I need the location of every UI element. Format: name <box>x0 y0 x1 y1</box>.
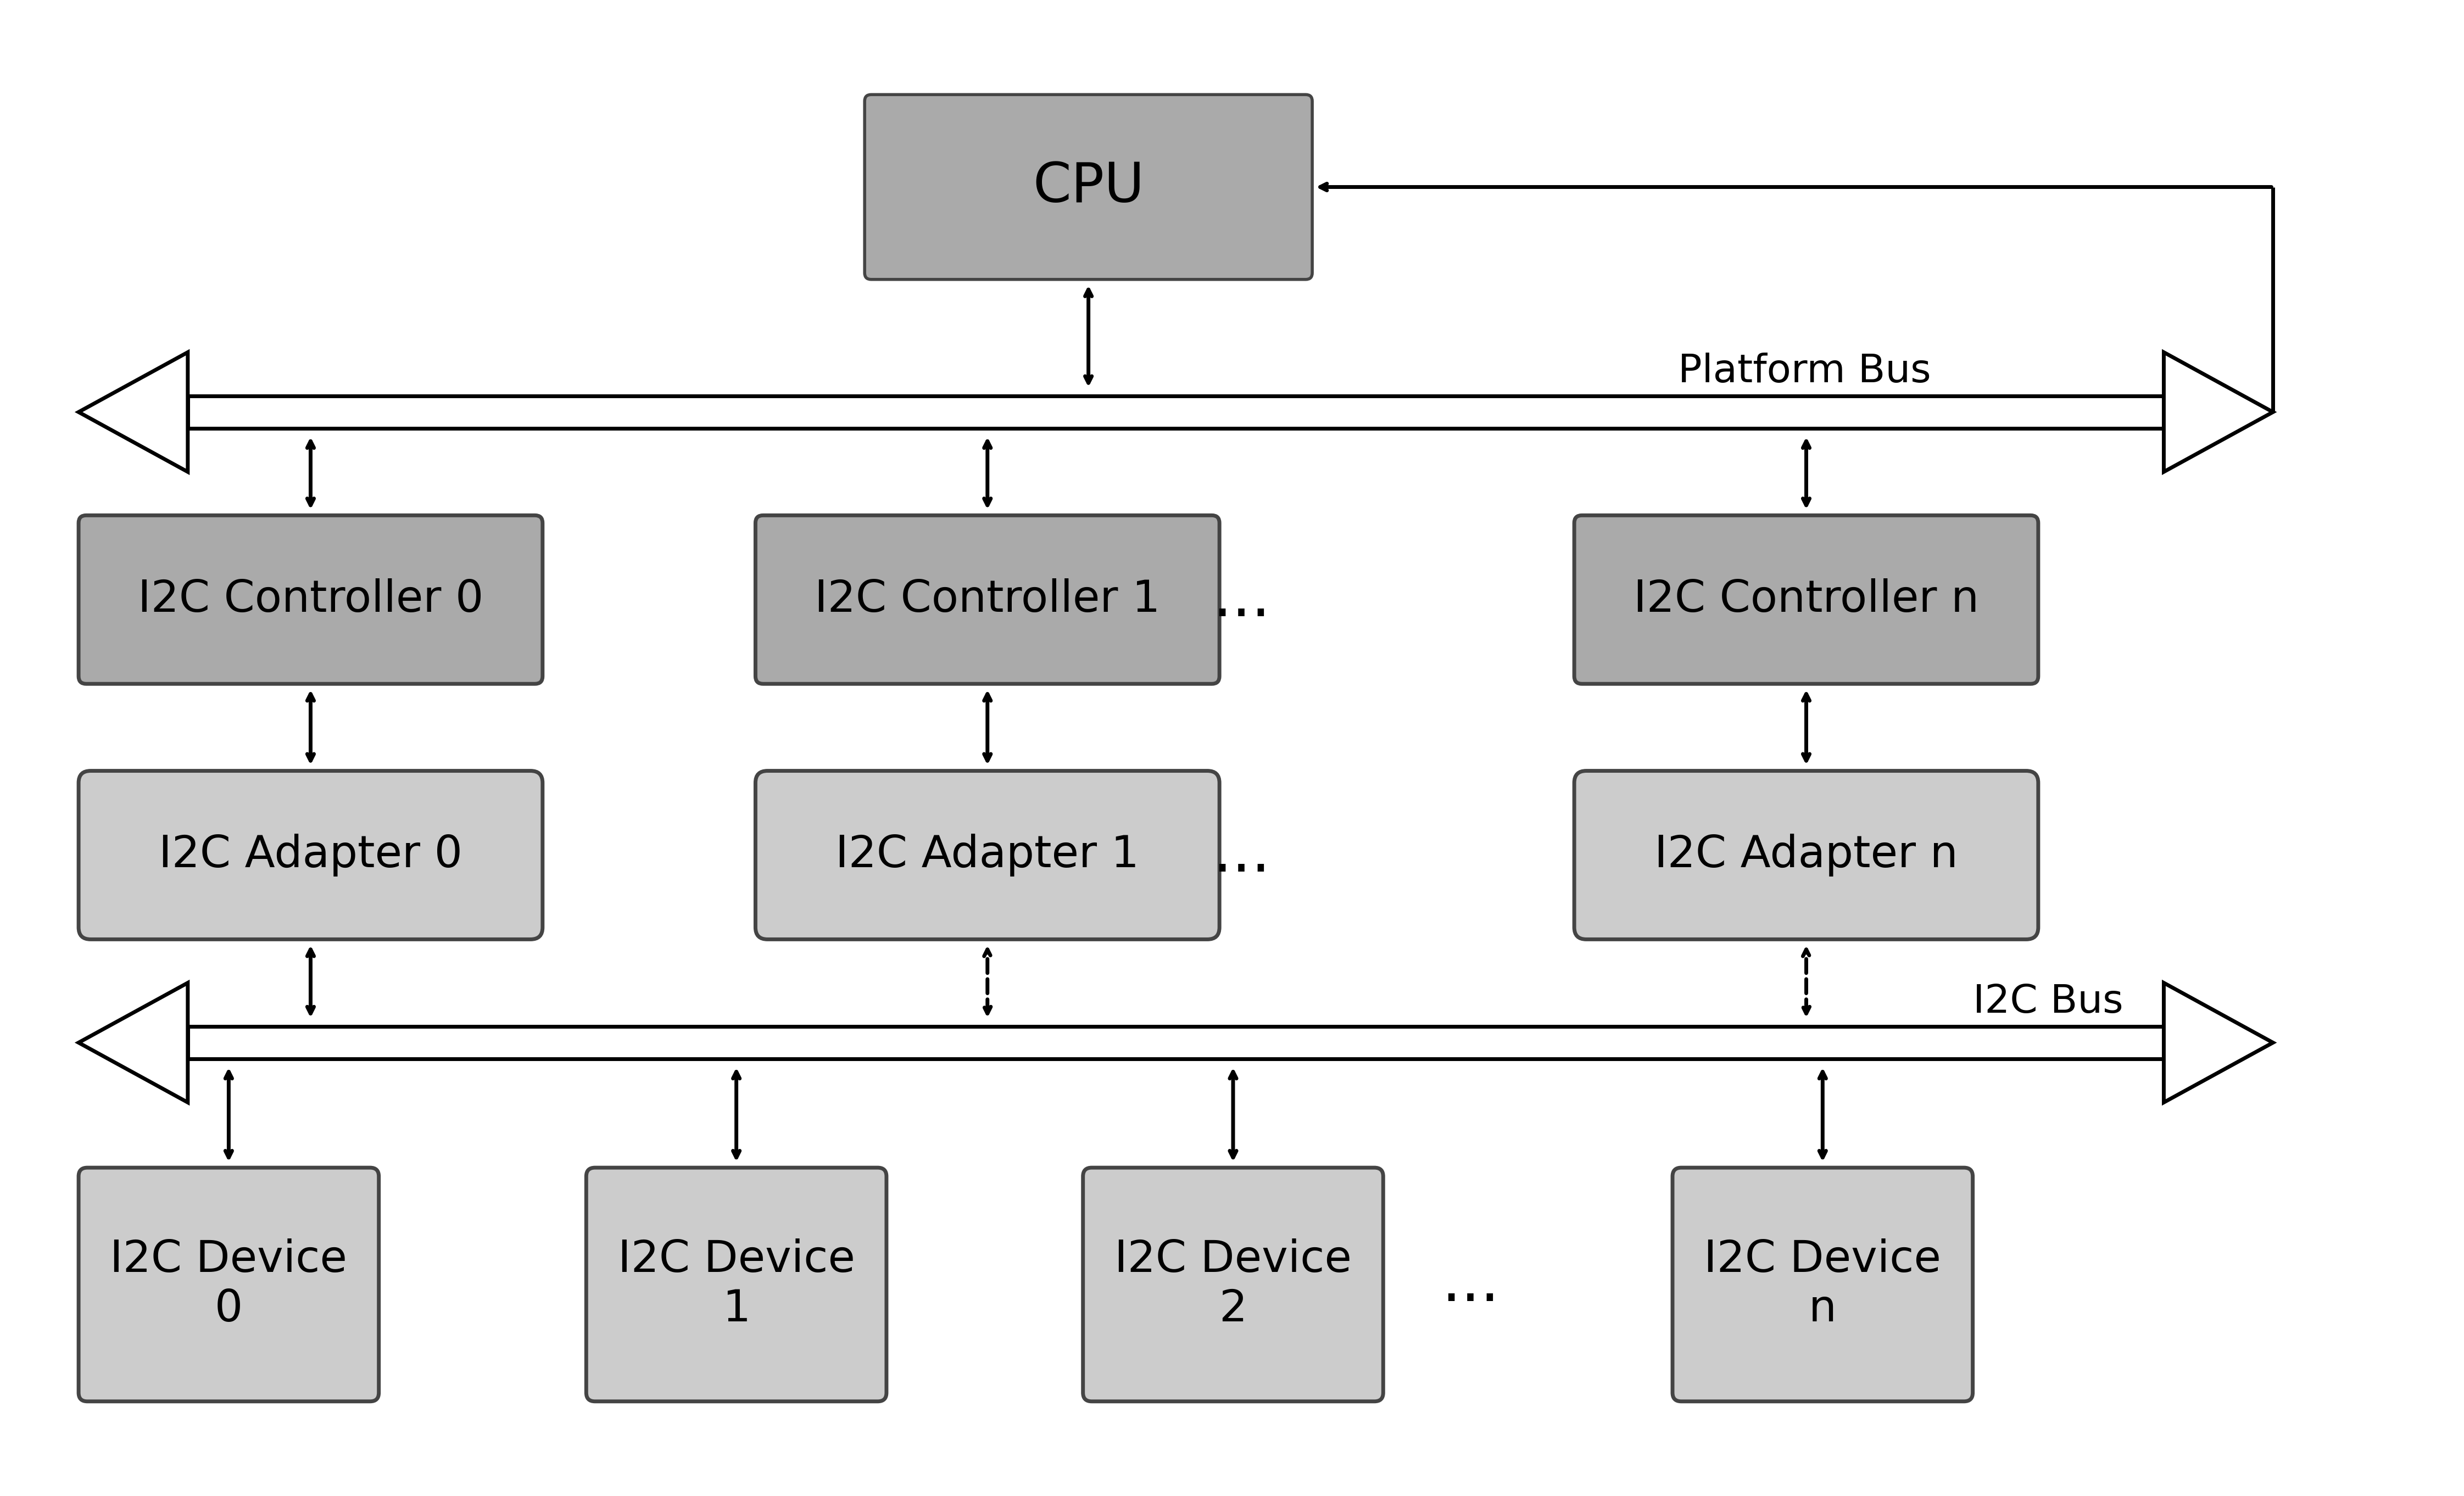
FancyBboxPatch shape <box>79 1168 379 1402</box>
Polygon shape <box>2163 983 2272 1103</box>
Text: ...: ... <box>1212 826 1271 884</box>
Text: I2C Adapter 1: I2C Adapter 1 <box>835 833 1138 877</box>
Bar <box>187 1026 2163 1059</box>
FancyBboxPatch shape <box>586 1168 887 1402</box>
Text: I2C Adapter 0: I2C Adapter 0 <box>158 833 463 877</box>
FancyBboxPatch shape <box>1084 1168 1382 1402</box>
FancyBboxPatch shape <box>865 94 1313 280</box>
FancyBboxPatch shape <box>79 770 542 939</box>
Text: I2C Controller n: I2C Controller n <box>1634 577 1979 621</box>
FancyBboxPatch shape <box>1574 770 2038 939</box>
Bar <box>187 396 2163 428</box>
FancyBboxPatch shape <box>1574 515 2038 684</box>
FancyBboxPatch shape <box>1673 1168 1974 1402</box>
Text: I2C Bus: I2C Bus <box>1974 983 2124 1020</box>
Text: I2C Device
n: I2C Device n <box>1705 1239 1942 1331</box>
Text: I2C Adapter n: I2C Adapter n <box>1653 833 1959 877</box>
Text: I2C Device
2: I2C Device 2 <box>1114 1239 1353 1331</box>
Text: I2C Controller 1: I2C Controller 1 <box>816 577 1161 621</box>
FancyBboxPatch shape <box>79 515 542 684</box>
Polygon shape <box>2163 352 2272 471</box>
Text: I2C Device
1: I2C Device 1 <box>618 1239 855 1331</box>
Polygon shape <box>79 352 187 471</box>
Text: ...: ... <box>1212 570 1271 628</box>
Text: CPU: CPU <box>1032 160 1143 214</box>
Text: ...: ... <box>1441 1255 1501 1313</box>
FancyBboxPatch shape <box>756 770 1220 939</box>
Text: I2C Device
0: I2C Device 0 <box>111 1239 347 1331</box>
FancyBboxPatch shape <box>756 515 1220 684</box>
Text: Platform Bus: Platform Bus <box>1678 353 1932 390</box>
Text: I2C Controller 0: I2C Controller 0 <box>138 577 483 621</box>
Polygon shape <box>79 983 187 1103</box>
